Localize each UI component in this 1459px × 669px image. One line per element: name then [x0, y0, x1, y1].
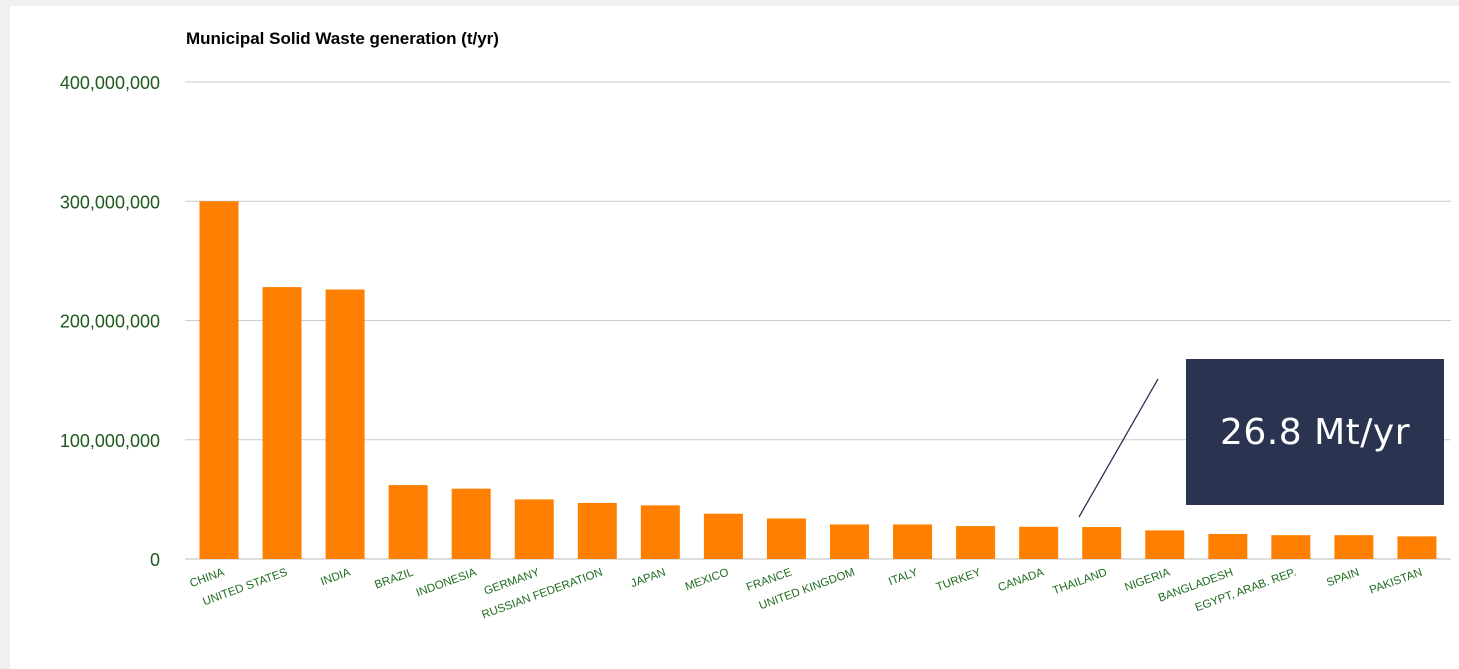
- bar-chart: Municipal Solid Waste generation (t/yr) …: [60, 29, 1451, 621]
- callout-box: 26.8 Mt/yr: [1186, 359, 1444, 505]
- bar-spain: [1334, 535, 1374, 559]
- bar-mexico: [703, 513, 743, 559]
- y-axis-ticks: 0 100,000,000 200,000,000 300,000,000 400,00…: [60, 73, 160, 570]
- chart-title: Municipal Solid Waste generation (t/yr): [186, 29, 499, 48]
- bar-brazil: [388, 485, 428, 559]
- y-tick-label: 200,000,000: [60, 312, 160, 332]
- bar-nigeria: [1145, 530, 1185, 559]
- x-category-label: CHINA: [188, 566, 226, 590]
- bar-united-states: [262, 287, 302, 559]
- x-category-label: BRAZIL: [373, 566, 416, 591]
- chart-frame: Municipal Solid Waste generation (t/yr) …: [10, 6, 1459, 669]
- callout-text: 26.8 Mt/yr: [1219, 411, 1410, 453]
- x-category-label: THAILAND: [1051, 567, 1109, 598]
- x-category-label: CANADA: [997, 566, 1046, 594]
- callout-leader-line: [1078, 378, 1159, 518]
- bar-china: [199, 201, 239, 559]
- bar-germany: [514, 499, 554, 559]
- x-category-label: INDONESIA: [415, 566, 479, 599]
- bar-russian-federation: [577, 502, 617, 559]
- x-category-label: JAPAN: [629, 567, 667, 591]
- y-tick-label: 100,000,000: [60, 431, 160, 451]
- x-category-label: RUSSIAN FEDERATION: [480, 567, 604, 622]
- x-category-label: PAKISTAN: [1368, 567, 1424, 597]
- y-tick-label: 0: [150, 550, 160, 570]
- bar-egypt-arab-rep: [1271, 535, 1311, 559]
- x-category-label: MEXICO: [684, 567, 731, 594]
- bar-canada: [1019, 526, 1059, 559]
- x-category-label: TURKEY: [935, 566, 983, 593]
- bar-turkey: [956, 526, 996, 559]
- bar-indonesia: [451, 488, 491, 559]
- bar-india: [325, 289, 365, 559]
- x-category-label: ITALY: [887, 566, 920, 588]
- bar-united-kingdom: [830, 524, 869, 559]
- bar-france: [766, 518, 806, 559]
- y-tick-label: 400,000,000: [60, 73, 160, 93]
- bars: [199, 201, 1437, 559]
- bar-pakistan: [1397, 536, 1437, 559]
- bar-italy: [893, 524, 933, 559]
- bar-thailand: [1082, 527, 1122, 559]
- bar-japan: [640, 505, 680, 559]
- bar-bangladesh: [1208, 533, 1248, 559]
- x-category-label: SPAIN: [1325, 567, 1361, 590]
- x-category-label: INDIA: [319, 566, 352, 588]
- y-tick-label: 300,000,000: [60, 192, 160, 212]
